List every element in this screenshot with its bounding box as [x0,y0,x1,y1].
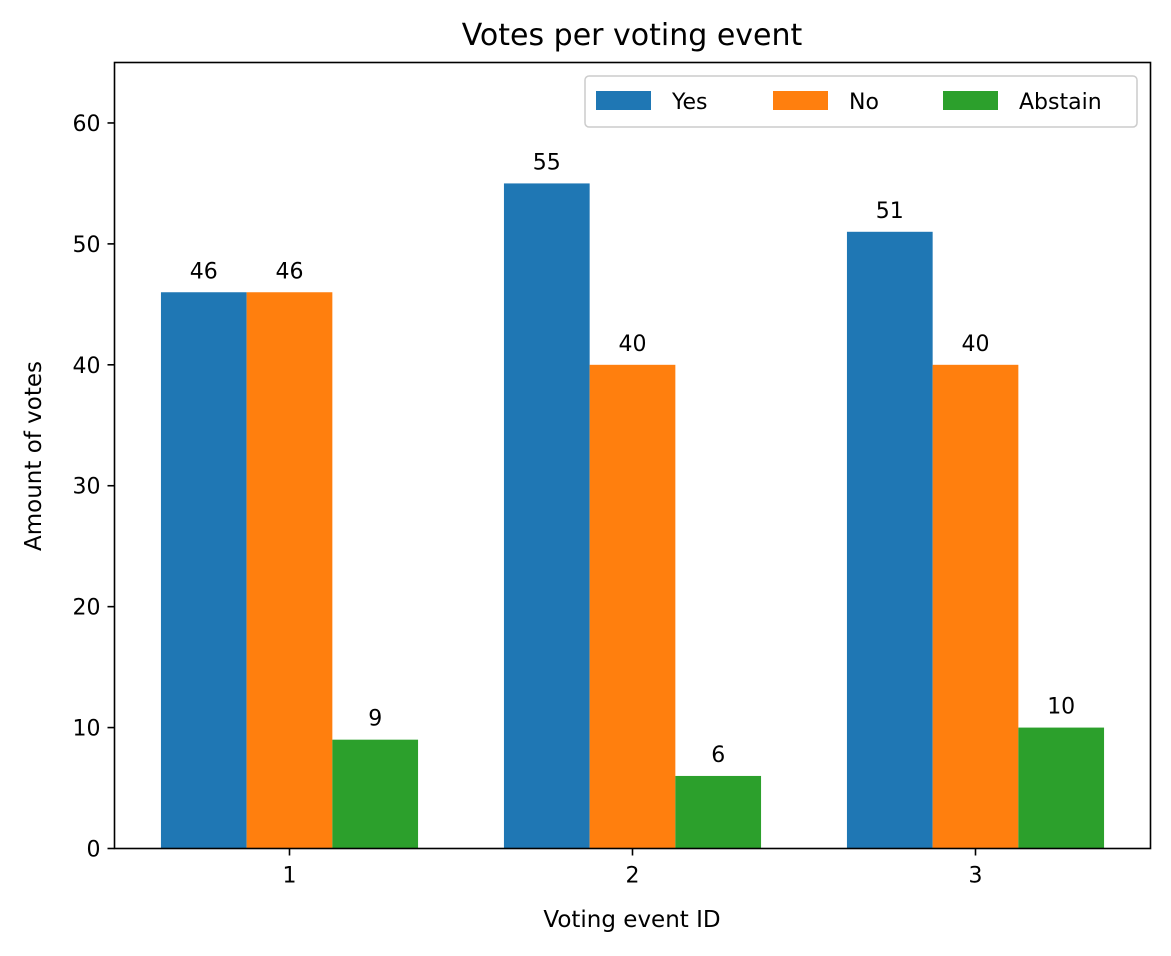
bar-value-label: 46 [190,259,218,284]
y-axis-label: Amount of votes [21,361,47,551]
bar-no-1 [246,292,333,849]
legend-frame [584,75,1138,128]
x-tick-label: 2 [626,864,640,889]
bar-value-labels: 46 46 9 55 40 6 51 40 10 [190,150,1075,768]
bar-value-label: 40 [962,332,990,357]
y-tick-label: 10 [73,717,101,742]
x-axis: 1 2 3 [283,848,983,889]
bar-value-label: 10 [1047,695,1075,720]
y-tick-label: 50 [73,233,101,258]
bar-value-label: 40 [619,332,647,357]
legend-label-yes: Yes [671,90,708,115]
y-tick-label: 0 [87,838,101,863]
chart-title: Votes per voting event [462,18,803,53]
legend-swatch-yes [596,91,651,110]
y-tick-label: 20 [73,596,101,621]
bar-yes-2 [503,183,590,849]
x-axis-label: Voting event ID [543,907,720,933]
legend-swatch-abstain [943,91,998,110]
y-tick-label: 60 [73,112,101,137]
legend-swatch-no [773,91,828,110]
bar-no-2 [589,364,676,849]
y-tick-label: 30 [73,475,101,500]
bar-value-label: 46 [276,259,304,284]
bar-yes-1 [160,292,247,849]
legend-label-abstain: Abstain [1019,90,1102,115]
plot-frame [113,61,1152,850]
legend-label-no: No [849,90,879,115]
x-tick-label: 1 [283,864,297,889]
bar-yes-3 [846,231,933,849]
bar-value-label: 51 [876,199,904,224]
legend: Yes No Abstain [584,75,1138,128]
bar-value-label: 9 [368,707,382,732]
y-axis: 0 10 20 30 40 50 60 [73,112,115,863]
bar-abstain-1 [332,739,419,849]
bar-abstain-3 [1018,727,1105,849]
bar-value-label: 6 [711,743,725,768]
bar-no-3 [932,364,1019,849]
y-tick-label: 40 [73,354,101,379]
x-tick-label: 3 [969,864,983,889]
bar-abstain-2 [675,775,762,849]
bar-value-label: 55 [533,150,561,175]
bars-layer [160,183,1105,849]
